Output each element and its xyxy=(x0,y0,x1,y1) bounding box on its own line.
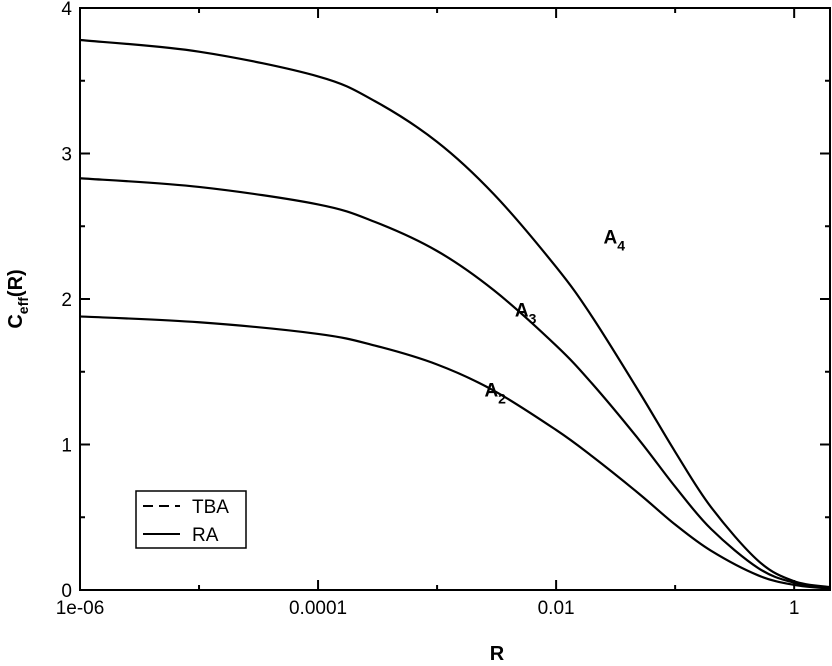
curve-label-a2: A2 xyxy=(484,380,506,406)
legend-label-ra: RA xyxy=(192,525,219,546)
curve-label-main: A xyxy=(515,300,529,321)
y-axis-label-main: C xyxy=(5,314,27,328)
legend: TBA RA xyxy=(135,490,247,549)
curve-label-a4: A4 xyxy=(603,228,625,254)
curve-label-sub: 4 xyxy=(617,238,625,254)
legend-box xyxy=(135,490,247,549)
x-tick-label: 0.0001 xyxy=(289,598,347,619)
y-tick-label: 2 xyxy=(61,290,72,311)
series-line-a4 xyxy=(79,38,831,589)
y-axis-label-tail: (R) xyxy=(5,269,27,297)
curve-label-sub: 2 xyxy=(498,390,506,406)
x-axis-label: R xyxy=(490,643,505,665)
y-axis-label: Ceff(R) xyxy=(5,269,31,328)
y-tick-label: 4 xyxy=(61,0,72,20)
axis-ticks: 1e-06 0.0001 0.01 1 0 1 2 3 4 xyxy=(56,0,830,619)
curve-label-sub: 3 xyxy=(529,310,537,326)
x-tick-label: 1 xyxy=(789,598,800,619)
y-tick-label: 0 xyxy=(61,581,72,602)
y-tick-label: 1 xyxy=(61,436,72,457)
x-tick-label: 0.01 xyxy=(538,598,575,619)
series-line-a3 xyxy=(79,177,831,589)
series-line-a2 xyxy=(79,315,831,590)
y-tick-label: 3 xyxy=(61,145,72,166)
curve-label-main: A xyxy=(484,380,498,401)
curves xyxy=(79,38,831,590)
curve-label-a3: A3 xyxy=(515,300,537,326)
legend-label-tba: TBA xyxy=(192,497,229,518)
curve-label-main: A xyxy=(603,228,617,249)
y-axis-label-sub: eff xyxy=(15,297,31,314)
x-tick-label: 1e-06 xyxy=(56,598,105,619)
